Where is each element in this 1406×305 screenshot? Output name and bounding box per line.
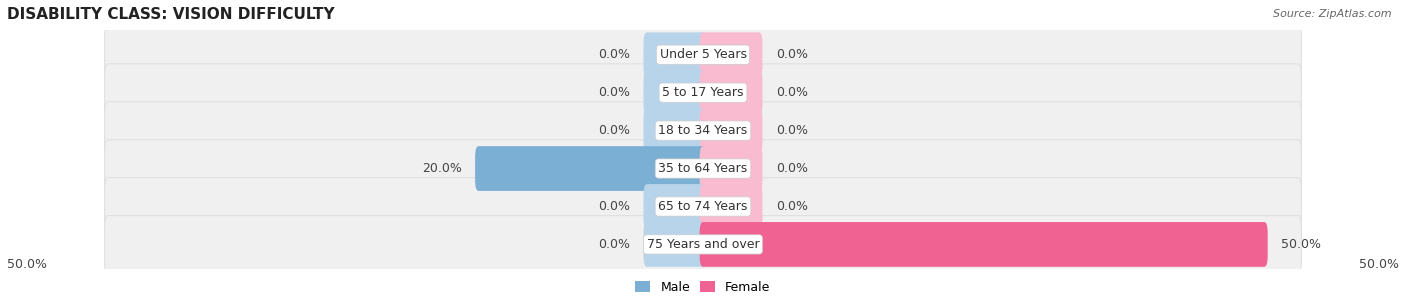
FancyBboxPatch shape — [700, 184, 762, 229]
Text: 50.0%: 50.0% — [7, 258, 46, 271]
Text: 20.0%: 20.0% — [422, 162, 461, 175]
FancyBboxPatch shape — [104, 178, 1302, 235]
FancyBboxPatch shape — [700, 222, 1268, 267]
Text: 35 to 64 Years: 35 to 64 Years — [658, 162, 748, 175]
Legend: Male, Female: Male, Female — [630, 276, 776, 299]
Text: 5 to 17 Years: 5 to 17 Years — [662, 86, 744, 99]
FancyBboxPatch shape — [104, 216, 1302, 273]
Text: 0.0%: 0.0% — [598, 48, 630, 61]
Text: Source: ZipAtlas.com: Source: ZipAtlas.com — [1274, 9, 1392, 19]
FancyBboxPatch shape — [104, 102, 1302, 160]
Text: 0.0%: 0.0% — [776, 124, 808, 137]
FancyBboxPatch shape — [700, 32, 762, 77]
Text: 0.0%: 0.0% — [598, 86, 630, 99]
FancyBboxPatch shape — [644, 70, 706, 115]
FancyBboxPatch shape — [700, 108, 762, 153]
Text: 50.0%: 50.0% — [1281, 238, 1322, 251]
Text: 0.0%: 0.0% — [776, 200, 808, 213]
FancyBboxPatch shape — [104, 140, 1302, 197]
Text: DISABILITY CLASS: VISION DIFFICULTY: DISABILITY CLASS: VISION DIFFICULTY — [7, 7, 335, 22]
Text: Under 5 Years: Under 5 Years — [659, 48, 747, 61]
Text: 65 to 74 Years: 65 to 74 Years — [658, 200, 748, 213]
Text: 0.0%: 0.0% — [776, 48, 808, 61]
FancyBboxPatch shape — [700, 70, 762, 115]
FancyBboxPatch shape — [700, 146, 762, 191]
Text: 0.0%: 0.0% — [598, 238, 630, 251]
FancyBboxPatch shape — [644, 184, 706, 229]
FancyBboxPatch shape — [104, 64, 1302, 121]
FancyBboxPatch shape — [644, 222, 706, 267]
Text: 75 Years and over: 75 Years and over — [647, 238, 759, 251]
Text: 18 to 34 Years: 18 to 34 Years — [658, 124, 748, 137]
Text: 0.0%: 0.0% — [598, 124, 630, 137]
FancyBboxPatch shape — [104, 26, 1302, 84]
Text: 0.0%: 0.0% — [776, 162, 808, 175]
FancyBboxPatch shape — [644, 108, 706, 153]
FancyBboxPatch shape — [475, 146, 706, 191]
Text: 50.0%: 50.0% — [1360, 258, 1399, 271]
Text: 0.0%: 0.0% — [598, 200, 630, 213]
Text: 0.0%: 0.0% — [776, 86, 808, 99]
FancyBboxPatch shape — [644, 32, 706, 77]
